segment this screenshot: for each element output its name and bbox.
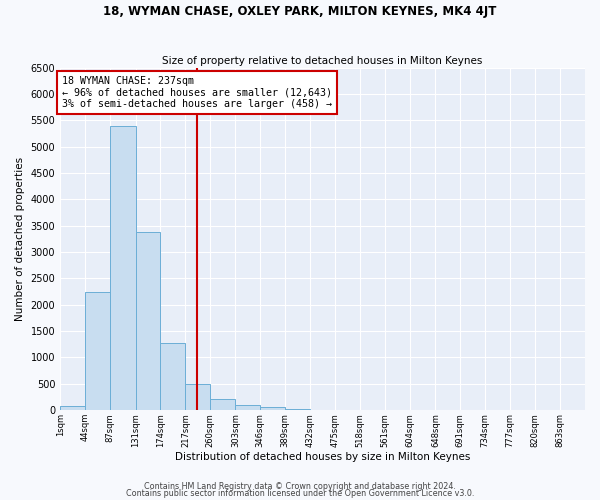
Bar (235, 405, 260, 410)
Bar (110, 126, 136, 410)
Text: 18, WYMAN CHASE, OXLEY PARK, MILTON KEYNES, MK4 4JT: 18, WYMAN CHASE, OXLEY PARK, MILTON KEYN… (103, 5, 497, 18)
Bar (260, 406, 285, 410)
Bar (211, 398, 235, 410)
Text: Contains public sector information licensed under the Open Government Licence v3: Contains public sector information licen… (126, 490, 474, 498)
Y-axis label: Number of detached properties: Number of detached properties (15, 157, 25, 321)
Title: Size of property relative to detached houses in Milton Keynes: Size of property relative to detached ho… (163, 56, 483, 66)
Bar (285, 409, 310, 410)
Bar (160, 343, 185, 410)
Bar (85, 292, 110, 410)
X-axis label: Distribution of detached houses by size in Milton Keynes: Distribution of detached houses by size … (175, 452, 470, 462)
Text: 18 WYMAN CHASE: 237sqm
← 96% of detached houses are smaller (12,643)
3% of semi-: 18 WYMAN CHASE: 237sqm ← 96% of detached… (62, 76, 332, 109)
Bar (185, 384, 211, 410)
Bar (136, 232, 160, 410)
Text: Contains HM Land Registry data © Crown copyright and database right 2024.: Contains HM Land Registry data © Crown c… (144, 482, 456, 491)
Bar (60, 406, 85, 410)
